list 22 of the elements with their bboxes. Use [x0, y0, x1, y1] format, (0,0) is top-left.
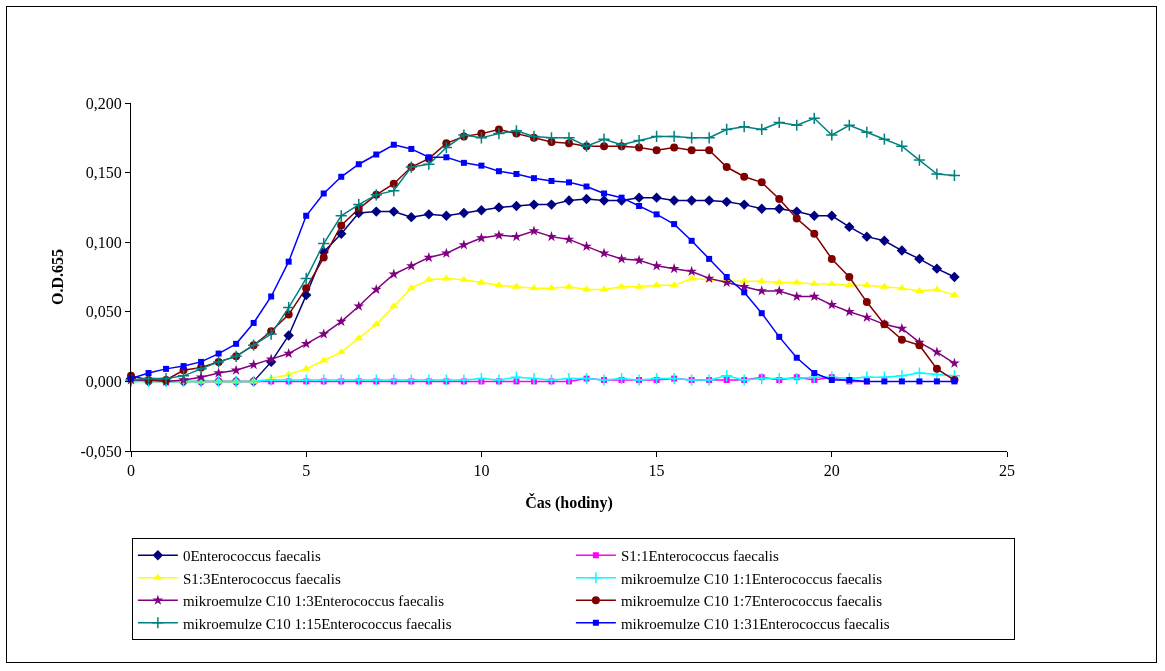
- x-axis-title: Čas (hodiny): [525, 492, 613, 512]
- y-tick-label: -0,050: [80, 442, 122, 460]
- legend-label: 0Enterococcus faecalis: [182, 548, 321, 565]
- x-tick-label: 15: [648, 462, 665, 480]
- y-tick-label: 0,000: [85, 373, 122, 390]
- legend-label: S1:3Enterococcus faecalis: [182, 570, 341, 587]
- legend-label: mikroemulze C10 1:1Enterococcus faecalis: [620, 570, 883, 587]
- legend-label: mikroemulze C10 1:15Enterococcus faecalis: [182, 615, 452, 632]
- legend-label: S1:1Enterococcus faecalis: [620, 548, 779, 565]
- legend-label: mikroemulze C10 1:7Enterococcus faecalis: [620, 593, 883, 610]
- y-tick-label: 0,100: [85, 233, 122, 251]
- y-tick-label: 0,200: [85, 94, 122, 112]
- legend-label: mikroemulze C10 1:3Enterococcus faecalis: [182, 593, 445, 610]
- x-tick-label: 5: [302, 462, 311, 480]
- y-tick-label: 0,050: [85, 303, 122, 321]
- x-tick-label: 25: [999, 462, 1015, 480]
- x-tick-label: 10: [473, 462, 490, 480]
- legend-label: mikroemulze C10 1:31Enterococcus faecalis: [620, 615, 890, 632]
- x-tick-label: 20: [823, 462, 840, 480]
- y-axis-title: O.D.655: [49, 249, 67, 305]
- x-tick-label: 0: [127, 462, 135, 480]
- y-tick-label: 0,150: [85, 164, 122, 182]
